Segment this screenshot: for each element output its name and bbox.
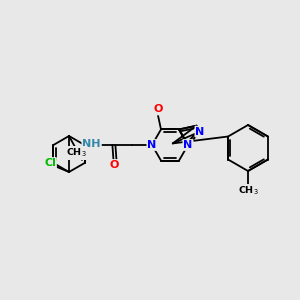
Text: Cl: Cl [44,158,56,168]
Text: N: N [183,140,193,150]
Text: O: O [153,104,163,114]
Text: NH: NH [82,139,101,149]
Text: N: N [195,127,205,136]
Text: CH$_3$: CH$_3$ [66,147,86,159]
Text: CH$_3$: CH$_3$ [238,185,258,197]
Text: N: N [147,140,157,150]
Text: O: O [110,160,119,170]
